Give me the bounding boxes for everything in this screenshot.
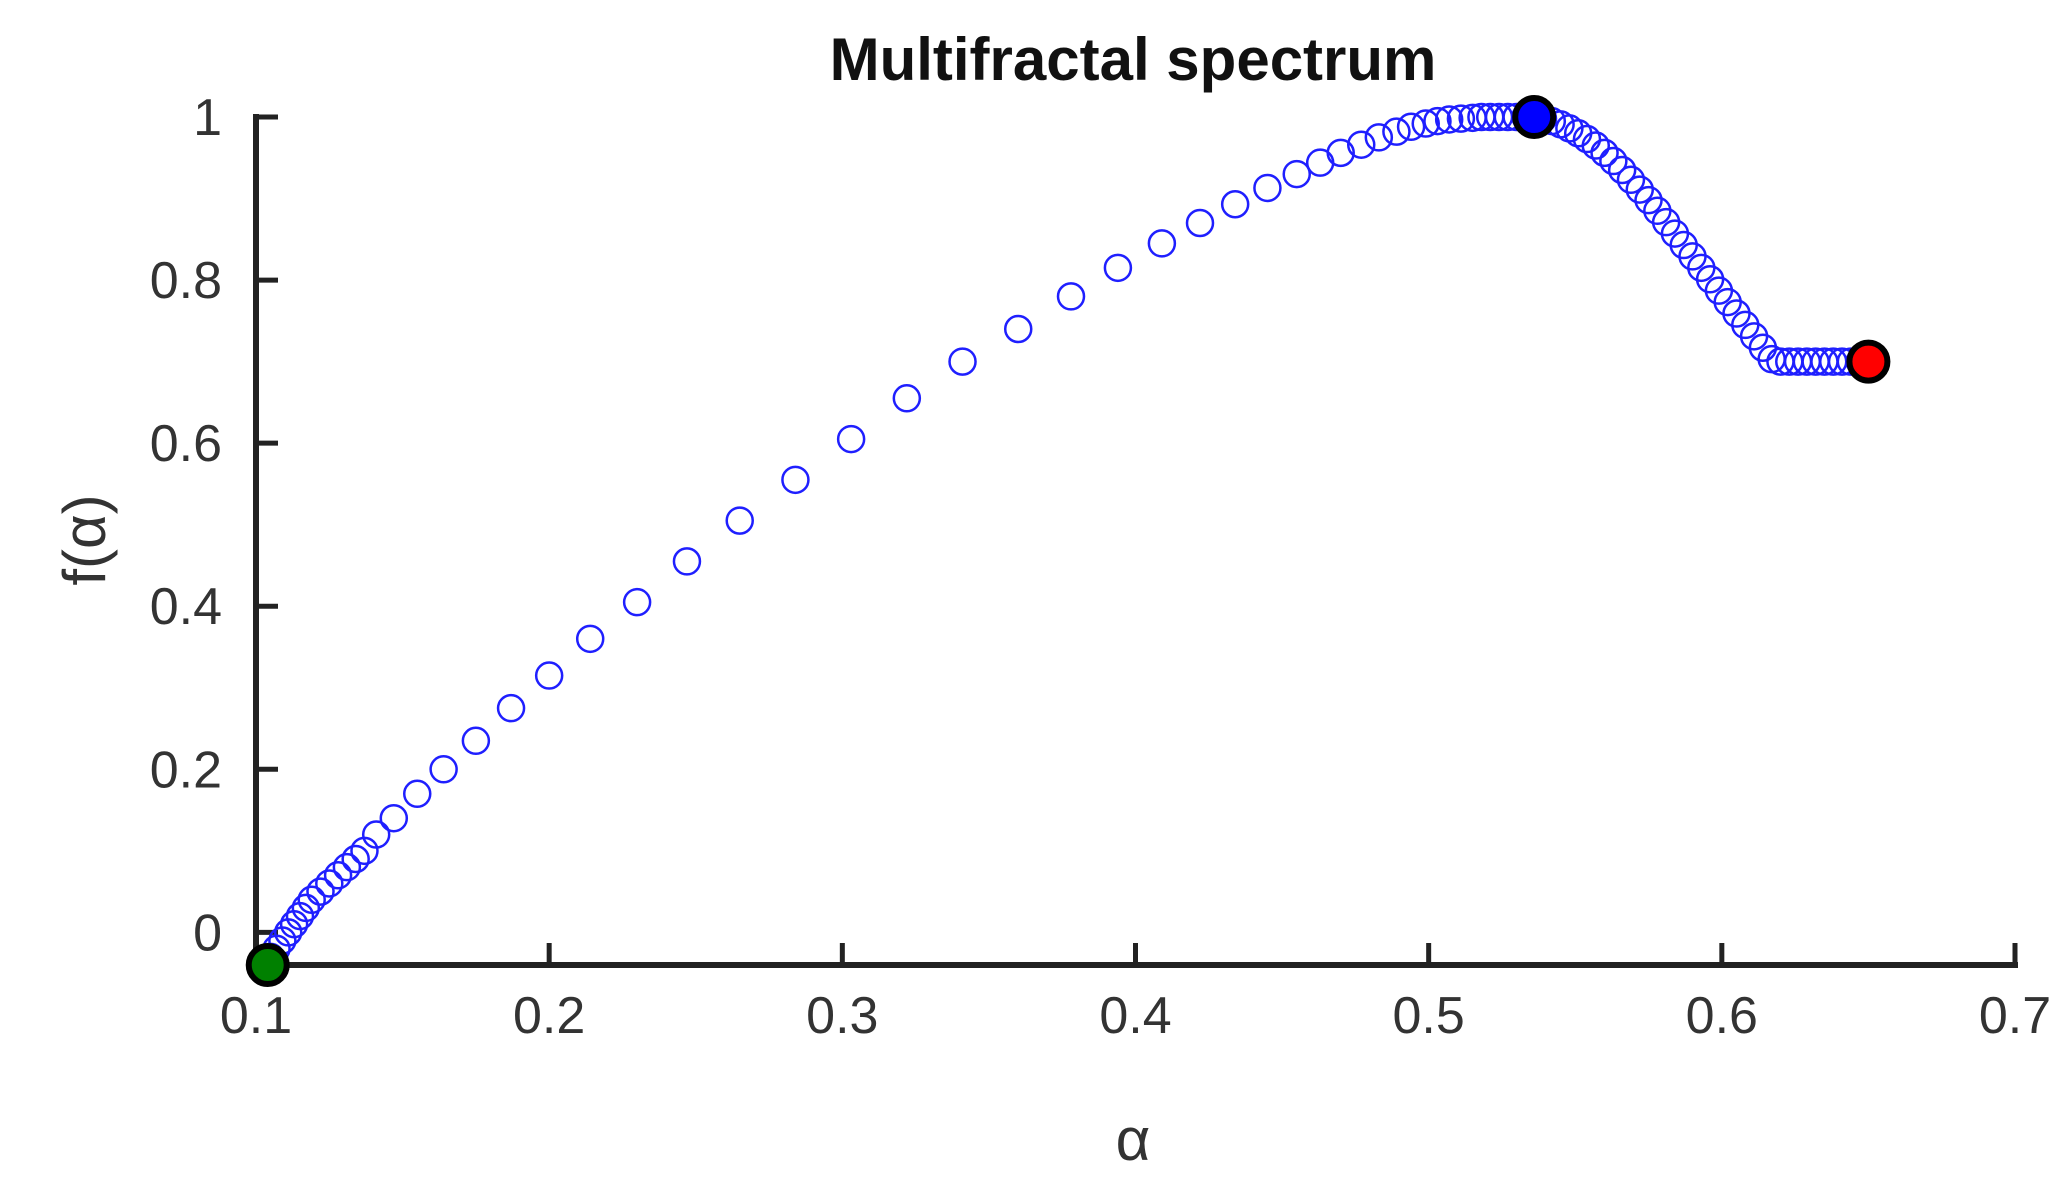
spectrum-point bbox=[1326, 138, 1355, 168]
spectrum-point bbox=[534, 661, 564, 690]
spectrum-point bbox=[1396, 112, 1426, 142]
spectrum-point bbox=[1305, 148, 1335, 177]
spectrum-point bbox=[1147, 229, 1177, 258]
spectrum-point bbox=[1423, 106, 1452, 136]
chart-title: Multifractal spectrum bbox=[830, 26, 1437, 93]
spectrum-point bbox=[1434, 105, 1464, 134]
spectrum-point bbox=[1103, 253, 1133, 283]
spectrum-point bbox=[1713, 287, 1742, 317]
y-tick-label: 0.8 bbox=[150, 252, 222, 310]
spectrum-point bbox=[725, 506, 754, 535]
y-tick-label: 0.2 bbox=[150, 741, 222, 799]
spectrum-point bbox=[1625, 175, 1654, 204]
spectrum-point bbox=[1722, 299, 1751, 328]
x-tick-label: 0.5 bbox=[1393, 987, 1465, 1045]
spectrum-point bbox=[291, 893, 321, 923]
spectrum-point bbox=[1411, 109, 1440, 138]
spectrum-point bbox=[1678, 242, 1707, 271]
spectrum-point bbox=[315, 869, 344, 898]
data-points bbox=[245, 95, 1891, 987]
spectrum-point bbox=[1220, 189, 1250, 219]
spectrum-point bbox=[1581, 131, 1611, 160]
y-axis-label: f(α) bbox=[51, 494, 118, 585]
spectrum-point bbox=[1731, 310, 1760, 340]
x-tick-label: 0.1 bbox=[220, 987, 292, 1045]
spectrum-point bbox=[341, 844, 370, 874]
spectrum-point bbox=[323, 861, 353, 890]
y-tick-label: 1 bbox=[193, 89, 222, 147]
x-tick-label: 0.6 bbox=[1686, 987, 1758, 1045]
spectrum-point bbox=[672, 547, 702, 576]
spectrum-point bbox=[1669, 230, 1698, 260]
spectrum-point bbox=[892, 384, 922, 413]
right-end-point bbox=[1846, 339, 1891, 384]
spectrum-point bbox=[781, 465, 810, 495]
x-tick-label: 0.3 bbox=[806, 987, 878, 1045]
spectrum-point bbox=[1056, 282, 1086, 311]
spectrum-point bbox=[1616, 165, 1646, 195]
x-tick-label: 0.7 bbox=[1979, 987, 2051, 1045]
y-tick-label: 0.4 bbox=[150, 578, 222, 636]
y-tick-label: 0 bbox=[193, 904, 222, 962]
spectrum-point bbox=[332, 852, 362, 882]
spectrum-point bbox=[1346, 130, 1376, 159]
left-end-point bbox=[245, 943, 290, 987]
spectrum-point bbox=[575, 624, 605, 654]
spectrum-point bbox=[1660, 219, 1690, 248]
spectrum-point bbox=[496, 693, 526, 723]
spectrum-point bbox=[1695, 265, 1725, 294]
spectrum-point bbox=[1382, 117, 1411, 146]
x-tick-label: 0.2 bbox=[513, 987, 585, 1045]
spectrum-point bbox=[1748, 333, 1778, 363]
spectrum-point bbox=[1282, 159, 1311, 189]
spectrum-point bbox=[1607, 155, 1637, 185]
spectrum-point bbox=[948, 347, 977, 376]
spectrum-point bbox=[379, 803, 409, 833]
spectrum-point bbox=[402, 779, 432, 809]
spectrum-point bbox=[1739, 322, 1769, 351]
spectrum-point bbox=[1634, 185, 1663, 215]
spectrum-point bbox=[297, 885, 326, 915]
spectrum-point bbox=[1704, 276, 1734, 305]
spectrum-point bbox=[1651, 207, 1681, 237]
spectrum-point bbox=[836, 424, 866, 454]
spectrum-point bbox=[1253, 173, 1282, 203]
spectrum-point bbox=[1185, 208, 1215, 238]
spectrum-point bbox=[622, 587, 652, 617]
spectrum-point bbox=[429, 755, 458, 784]
spectrum-point bbox=[1757, 344, 1786, 374]
axes bbox=[253, 114, 2018, 968]
spectrum-point bbox=[1687, 253, 1716, 283]
ticks: 0.1 0.2 0.3 0.4 0.5 0.6 0.7 0 0.2 0.4 0.6 0.8 1 bbox=[150, 89, 2051, 1045]
spectrum-point bbox=[361, 820, 391, 849]
x-tick-label: 0.4 bbox=[1099, 987, 1171, 1045]
spectrum-point bbox=[306, 877, 335, 906]
spectrum-point bbox=[1446, 104, 1476, 133]
spectrum-point bbox=[1599, 146, 1628, 176]
spectrum-point bbox=[1590, 138, 1619, 168]
y-tick-label: 0.6 bbox=[150, 415, 222, 473]
x-axis-label: α bbox=[1116, 1106, 1151, 1173]
spectrum-point bbox=[1364, 123, 1394, 152]
spectrum-point bbox=[1572, 124, 1602, 154]
peak-point bbox=[1512, 95, 1557, 139]
spectrum-point bbox=[461, 726, 491, 756]
spectrum-point bbox=[1003, 314, 1033, 344]
